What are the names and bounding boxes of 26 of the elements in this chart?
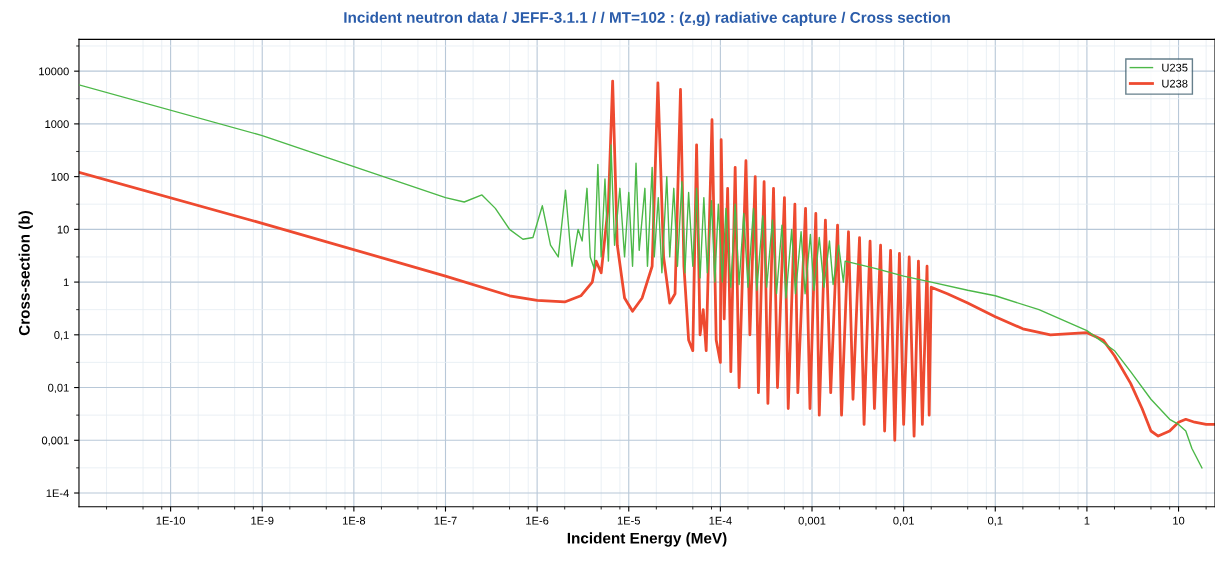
x-tick-label: 1E-7 [434,516,457,525]
x-tick-label: 0,001 [798,516,826,526]
x-tick-label: 1E-8 [342,516,366,525]
x-tick-label: 1E-4 [709,516,732,525]
x-axis-title: Incident Energy (MeV) [567,532,727,547]
y-tick-label: 10 [57,225,69,234]
y-tick-label: 1 [63,278,69,287]
x-tick-label: 0,1 [987,516,1003,526]
x-tick-label: 0,01 [893,516,914,526]
x-tick-label: 1 [1084,516,1090,525]
x-tick-label: 1E-5 [617,516,641,525]
x-tick-label: 1E-10 [156,516,185,525]
y-tick-label: 0,1 [54,331,69,341]
legend-label: U235 [1162,63,1188,72]
y-tick-label: 1E-4 [46,489,69,498]
y-tick-label: 0,01 [48,383,69,393]
chart-title: Incident neutron data / JEFF-3.1.1 / / MT=102 : (z,g) radiative capture / Cross section [344,11,950,26]
x-tick-label: 10 [1173,516,1185,525]
y-axis-title: Cross-section (b) [18,210,33,336]
y-tick-label: 1000 [45,120,69,129]
y-tick-label: 0,001 [41,436,69,446]
y-tick-label: 100 [51,172,69,181]
x-tick-label: 1E-6 [526,516,549,525]
x-tick-label: 1E-9 [251,516,274,525]
legend-label: U238 [1162,79,1188,88]
y-tick-label: 10000 [39,67,69,76]
